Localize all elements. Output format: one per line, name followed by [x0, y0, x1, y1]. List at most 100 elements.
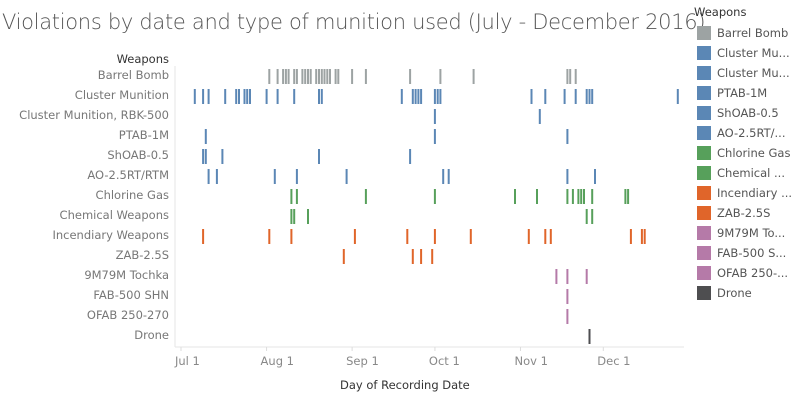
tick-mark[interactable] [318, 149, 320, 164]
tick-mark[interactable] [431, 249, 434, 264]
tick-mark[interactable] [436, 89, 439, 104]
tick-mark[interactable] [411, 89, 414, 104]
tick-mark[interactable] [585, 209, 588, 224]
tick-mark[interactable] [284, 69, 287, 84]
tick-mark[interactable] [433, 129, 436, 144]
tick-mark[interactable] [555, 269, 558, 284]
tick-mark[interactable] [290, 229, 293, 244]
tick-mark[interactable] [290, 189, 293, 204]
tick-mark[interactable] [588, 89, 591, 104]
legend-item[interactable]: Barrel Bomb [697, 25, 788, 41]
tick-mark[interactable] [469, 229, 472, 244]
legend-item[interactable]: PTAB-1M [697, 85, 767, 101]
tick-mark[interactable] [585, 89, 588, 104]
tick-mark[interactable] [409, 69, 412, 84]
tick-mark[interactable] [566, 309, 569, 324]
tick-mark[interactable] [439, 69, 442, 84]
tick-mark[interactable] [566, 69, 569, 84]
tick-mark[interactable] [202, 229, 205, 244]
tick-mark[interactable] [268, 69, 271, 84]
tick-mark[interactable] [318, 89, 320, 104]
tick-mark[interactable] [414, 89, 417, 104]
tick-mark[interactable] [207, 169, 210, 184]
tick-mark[interactable] [544, 229, 547, 244]
tick-mark[interactable] [273, 169, 276, 184]
tick-mark[interactable] [293, 69, 296, 84]
tick-mark[interactable] [304, 69, 307, 84]
tick-mark[interactable] [624, 189, 627, 204]
tick-mark[interactable] [571, 189, 574, 204]
tick-mark[interactable] [329, 69, 331, 84]
tick-mark[interactable] [439, 89, 442, 104]
tick-mark[interactable] [326, 69, 329, 84]
legend-item[interactable]: Cluster Mu... [697, 45, 790, 61]
tick-mark[interactable] [574, 69, 577, 84]
tick-mark[interactable] [591, 209, 594, 224]
tick-mark[interactable] [215, 169, 218, 184]
tick-mark[interactable] [527, 229, 530, 244]
tick-mark[interactable] [629, 229, 632, 244]
tick-mark[interactable] [409, 149, 412, 164]
tick-mark[interactable] [472, 69, 475, 84]
tick-mark[interactable] [569, 69, 572, 84]
tick-mark[interactable] [337, 69, 340, 84]
tick-mark[interactable] [627, 189, 630, 204]
tick-mark[interactable] [309, 69, 312, 84]
tick-mark[interactable] [282, 69, 285, 84]
tick-mark[interactable] [246, 89, 249, 104]
tick-mark[interactable] [566, 289, 569, 304]
tick-mark[interactable] [591, 89, 594, 104]
tick-mark[interactable] [364, 189, 367, 204]
tick-mark[interactable] [400, 89, 403, 104]
tick-mark[interactable] [420, 249, 423, 264]
tick-mark[interactable] [594, 169, 596, 184]
legend-item[interactable]: ShOAB-0.5 [697, 105, 779, 121]
tick-mark[interactable] [420, 89, 423, 104]
tick-mark[interactable] [585, 269, 588, 284]
tick-mark[interactable] [202, 149, 205, 164]
legend-item[interactable]: AO-2.5RT/... [697, 125, 786, 141]
tick-mark[interactable] [204, 129, 207, 144]
legend-item[interactable]: 9M79M To... [697, 225, 785, 241]
legend-item[interactable]: Incendiary ... [697, 185, 792, 201]
tick-mark[interactable] [342, 249, 345, 264]
tick-mark[interactable] [293, 209, 296, 224]
tick-mark[interactable] [544, 89, 547, 104]
tick-mark[interactable] [320, 69, 323, 84]
tick-mark[interactable] [640, 229, 643, 244]
tick-mark[interactable] [442, 169, 445, 184]
tick-mark[interactable] [235, 89, 238, 104]
tick-mark[interactable] [265, 89, 268, 104]
legend-item[interactable]: Chlorine Gas [697, 145, 790, 161]
tick-mark[interactable] [676, 89, 679, 104]
tick-mark[interactable] [538, 109, 541, 124]
tick-mark[interactable] [334, 69, 337, 84]
tick-mark[interactable] [536, 189, 538, 204]
tick-mark[interactable] [566, 189, 569, 204]
tick-mark[interactable] [295, 69, 298, 84]
tick-mark[interactable] [345, 169, 348, 184]
tick-mark[interactable] [224, 89, 227, 104]
tick-mark[interactable] [307, 209, 309, 224]
tick-mark[interactable] [433, 89, 436, 104]
tick-mark[interactable] [588, 329, 591, 344]
tick-mark[interactable] [433, 229, 436, 244]
tick-mark[interactable] [574, 89, 577, 104]
tick-mark[interactable] [193, 89, 196, 104]
tick-mark[interactable] [295, 169, 298, 184]
tick-mark[interactable] [417, 89, 420, 104]
tick-mark[interactable] [353, 229, 356, 244]
tick-mark[interactable] [202, 89, 205, 104]
tick-mark[interactable] [433, 109, 436, 124]
tick-mark[interactable] [530, 89, 533, 104]
tick-mark[interactable] [406, 229, 409, 244]
tick-mark[interactable] [514, 189, 516, 204]
tick-mark[interactable] [591, 189, 594, 204]
tick-mark[interactable] [566, 169, 569, 184]
legend-item[interactable]: Cluster Mu... [697, 65, 790, 81]
tick-mark[interactable] [323, 69, 326, 84]
tick-mark[interactable] [249, 89, 251, 104]
tick-mark[interactable] [238, 89, 240, 104]
tick-mark[interactable] [580, 189, 583, 204]
tick-mark[interactable] [221, 149, 224, 164]
